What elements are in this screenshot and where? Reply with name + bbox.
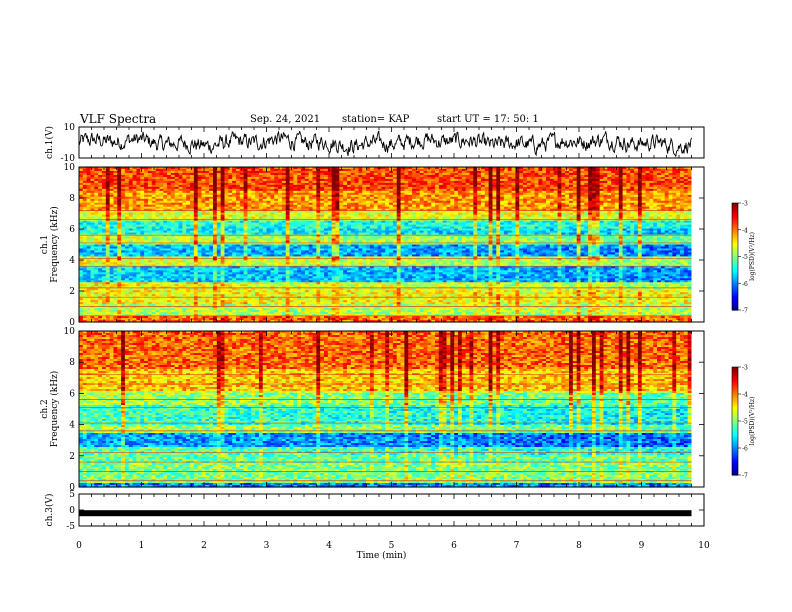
ch2-spectrogram-colorbar-tick: -6 [742, 446, 748, 453]
station-label: station= KAP [342, 114, 409, 125]
ch1-spectrogram-colorbar-tick: -4 [742, 227, 748, 234]
ch1-spectrogram-colorbar-tick: -7 [742, 308, 748, 315]
x-tick-label: 10 [698, 541, 710, 551]
x-tick-label: 1 [139, 541, 145, 551]
ch1-ylabel: ch.1(V) [44, 126, 55, 159]
ch1-spectrogram-colorbar-tick: -5 [742, 254, 748, 261]
ch1-spectrogram-ytick-label: 10 [64, 163, 76, 173]
x-tick-label: 5 [389, 541, 395, 551]
ch1-spectrogram-ylabel: ch.1Frequency (kHz) [40, 206, 60, 283]
x-tick-label: 6 [451, 541, 457, 551]
ch3-ytick-label: 5 [69, 490, 75, 500]
ch1-spectrogram-ytick-label: 0 [69, 318, 75, 328]
traces-layer [78, 130, 692, 517]
ch1-ytick-label: 10 [64, 123, 76, 133]
ch2-spectrogram-ytick-label: 2 [69, 452, 75, 462]
x-tick-label: 0 [76, 541, 82, 551]
ch1-heatmap-layer [79, 167, 704, 323]
ch3-ylabel: ch.3(V) [44, 494, 55, 527]
ch1-ytick-label: -10 [61, 154, 76, 164]
ch1-spectrogram-ytick-label: 8 [69, 194, 75, 204]
x-axis-label: Time (min) [357, 550, 407, 561]
ch2-spectrogram-colorbar-tick: -3 [742, 365, 748, 372]
ch2-spectrogram-ytick-label: 10 [64, 327, 76, 337]
ch2-spectrogram-ytick-label: 0 [69, 483, 75, 493]
ch3-ytick-label: 0 [69, 506, 75, 516]
ch1-spectrogram-colorbar-tick: -3 [742, 201, 748, 208]
x-tick-label: 7 [514, 541, 520, 551]
x-tick-label: 9 [639, 541, 645, 551]
ch3-ytick-label: -5 [66, 522, 75, 532]
ch3-signal-line [79, 510, 692, 517]
ch2-spectrogram-colorbar-label: log(PSD)(V²/Hz) [749, 397, 756, 446]
ch2-spectrogram-ytick-label: 4 [69, 421, 75, 431]
ch1-spectrogram-ytick-label: 6 [69, 225, 75, 235]
x-tick-label: 4 [326, 541, 332, 551]
ch1-spectrogram-ytick-label: 2 [69, 287, 75, 297]
ch1-spectrogram-ytick-label: 4 [69, 256, 75, 266]
ch2-spectrogram-colorbar-tick: -4 [742, 392, 748, 399]
ch2-spectrogram-ytick-label: 6 [69, 389, 75, 399]
ch2-spectrogram-colorbar-tick: -5 [742, 419, 748, 426]
ch2-spectrogram-ytick-label: 8 [69, 358, 75, 368]
x-tick-label: 3 [264, 541, 270, 551]
chart-title: VLF Spectra [80, 112, 156, 126]
ch2-spectrogram-colorbar-tick: -7 [742, 473, 748, 480]
start-time-label: start UT = 17: 50: 1 [437, 114, 539, 125]
ch1-waveform-line [78, 130, 692, 158]
colorbars-layer [731, 202, 741, 476]
ch1-spectrogram-colorbar-label: log(PSD)(V²/Hz) [749, 232, 756, 281]
ch2-heatmap-layer [79, 331, 704, 488]
ch2-spectrogram-ylabel: ch.2Frequency (kHz) [40, 371, 60, 448]
frames-layer [78, 126, 705, 527]
x-tick-label: 2 [201, 541, 207, 551]
date-label: Sep. 24, 2021 [250, 114, 320, 125]
x-tick-label: 8 [576, 541, 582, 551]
ch1-spectrogram-colorbar-tick: -6 [742, 281, 748, 288]
